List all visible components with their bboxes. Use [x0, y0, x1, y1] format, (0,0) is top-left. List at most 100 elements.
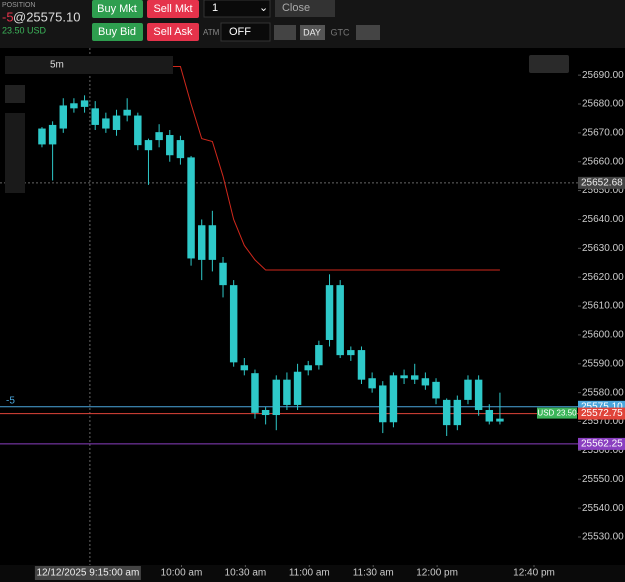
chart-tools: 5m	[5, 55, 569, 193]
candle-body	[453, 399, 462, 426]
candle-body	[91, 108, 99, 125]
candle-body	[357, 350, 366, 380]
crosshair-x-box	[34, 566, 141, 580]
atm[interactable]: OFF	[229, 26, 251, 38]
candle-body	[229, 285, 238, 363]
candle-body	[166, 135, 174, 156]
candle-body	[197, 225, 206, 260]
buy-mkt-text[interactable]: Buy Mkt	[97, 3, 137, 15]
candle-body	[144, 140, 153, 151]
price-level-label: 25572.75	[581, 408, 623, 419]
candle-body	[80, 100, 89, 107]
sell-ask-text[interactable]: Sell Ask	[153, 26, 193, 38]
y-tick-label: 25590.00	[582, 358, 624, 369]
quantity-arrow[interactable]: ⌄	[259, 2, 268, 14]
candle-body	[102, 118, 110, 129]
position-price: @25575.10	[13, 9, 80, 24]
buy-mkt-button[interactable]	[92, 0, 143, 18]
price-level-label: 25575.10	[581, 401, 623, 412]
candle-body	[379, 385, 387, 423]
candle-body	[112, 115, 121, 130]
candle-body	[315, 345, 323, 366]
position-qty: -5	[2, 9, 14, 24]
position-tag: USD 23.50	[537, 409, 577, 418]
x-tick-label: 10:00 am	[161, 568, 203, 579]
buy-bid-button[interactable]	[92, 23, 143, 41]
axis-bg	[0, 565, 625, 582]
y-tick-label: 25690.00	[582, 70, 624, 81]
y-tick-label: 25650.00	[582, 185, 624, 196]
y-tick-label: 25550.00	[582, 474, 624, 485]
plot: 25530.00 25540.00 25550.00 25560.00 25570.00…	[0, 48, 625, 582]
quantity[interactable]: 1	[212, 2, 218, 14]
atm-select[interactable]	[220, 22, 271, 42]
candle-body	[325, 285, 334, 340]
y-tick-label: 25670.00	[582, 128, 624, 139]
sell-ask-button[interactable]	[147, 23, 199, 41]
candle-body	[400, 375, 408, 379]
candle-body	[176, 140, 185, 159]
sell-mkt-text[interactable]: Sell Mkt	[153, 3, 192, 15]
candle-body	[48, 124, 57, 145]
close-text[interactable]: Close	[282, 2, 310, 14]
candle-body	[251, 373, 259, 413]
x-tick-label: 11:00 am	[289, 568, 330, 579]
sell-mkt-button[interactable]	[147, 0, 199, 18]
quantity-input[interactable]	[203, 0, 271, 18]
candle-body	[442, 399, 451, 426]
candle-body	[389, 375, 398, 423]
back-button[interactable]	[529, 55, 569, 73]
candle-body	[38, 128, 46, 145]
candle-body	[261, 409, 270, 416]
tool-strip	[5, 56, 173, 74]
close-button[interactable]	[275, 0, 335, 17]
gtc-text[interactable]: GTC	[331, 27, 350, 37]
candle-body	[485, 409, 494, 422]
y-tick-label: 25680.00	[582, 99, 624, 110]
atm-label: ATM	[203, 28, 220, 37]
price-level-label: 25562.25	[581, 439, 623, 450]
candle-body	[59, 105, 67, 129]
y-tick-label: 25630.00	[582, 243, 624, 254]
candle-body	[411, 375, 419, 380]
atm-settings[interactable]	[274, 25, 296, 40]
price-level-box	[578, 437, 625, 450]
candle-body	[432, 381, 440, 399]
crosshair-x-label: 12/12/2025 9:15:00 am	[36, 568, 139, 579]
position-label: POSITION	[2, 2, 35, 9]
tif-settings[interactable]	[356, 25, 380, 40]
day-text[interactable]: DAY	[303, 27, 321, 37]
crosshair-y-label: 25652.68	[581, 178, 623, 189]
y-tick-label: 25580.00	[582, 387, 624, 398]
y-tick-label: 25560.00	[582, 445, 624, 456]
x-tick-label: 12:40 pm	[513, 568, 555, 579]
y-tick-label: 25620.00	[582, 272, 624, 283]
candle-body	[496, 418, 504, 422]
y-tick-label: 25540.00	[582, 503, 624, 514]
candle-body	[240, 365, 249, 371]
position-tag-box	[537, 407, 577, 419]
x-tick-label: 10:30 am	[225, 568, 267, 579]
candle-body	[123, 109, 131, 116]
candle-body	[187, 157, 195, 259]
position-line-qty: -5	[6, 395, 15, 406]
tool-panel[interactable]	[5, 113, 25, 193]
candle-body	[219, 262, 227, 286]
candle-body	[421, 378, 430, 386]
y-tick-label: 25600.00	[582, 330, 624, 341]
candle-body	[208, 225, 217, 260]
interval[interactable]: 5m	[50, 60, 64, 71]
y-tick-label: 25530.00	[582, 532, 624, 543]
candle-body	[474, 379, 483, 410]
buy-bid-text[interactable]: Buy Bid	[98, 26, 136, 38]
candle-body	[464, 379, 472, 400]
tool-icon[interactable]	[5, 85, 25, 103]
x-tick-label: 12:00 pm	[416, 568, 458, 579]
pnl: 23.50 USD	[2, 25, 47, 35]
y-tick-label: 25640.00	[582, 214, 624, 225]
price-level-box	[578, 407, 625, 420]
day-button[interactable]	[300, 25, 325, 40]
candle-body	[368, 378, 376, 389]
